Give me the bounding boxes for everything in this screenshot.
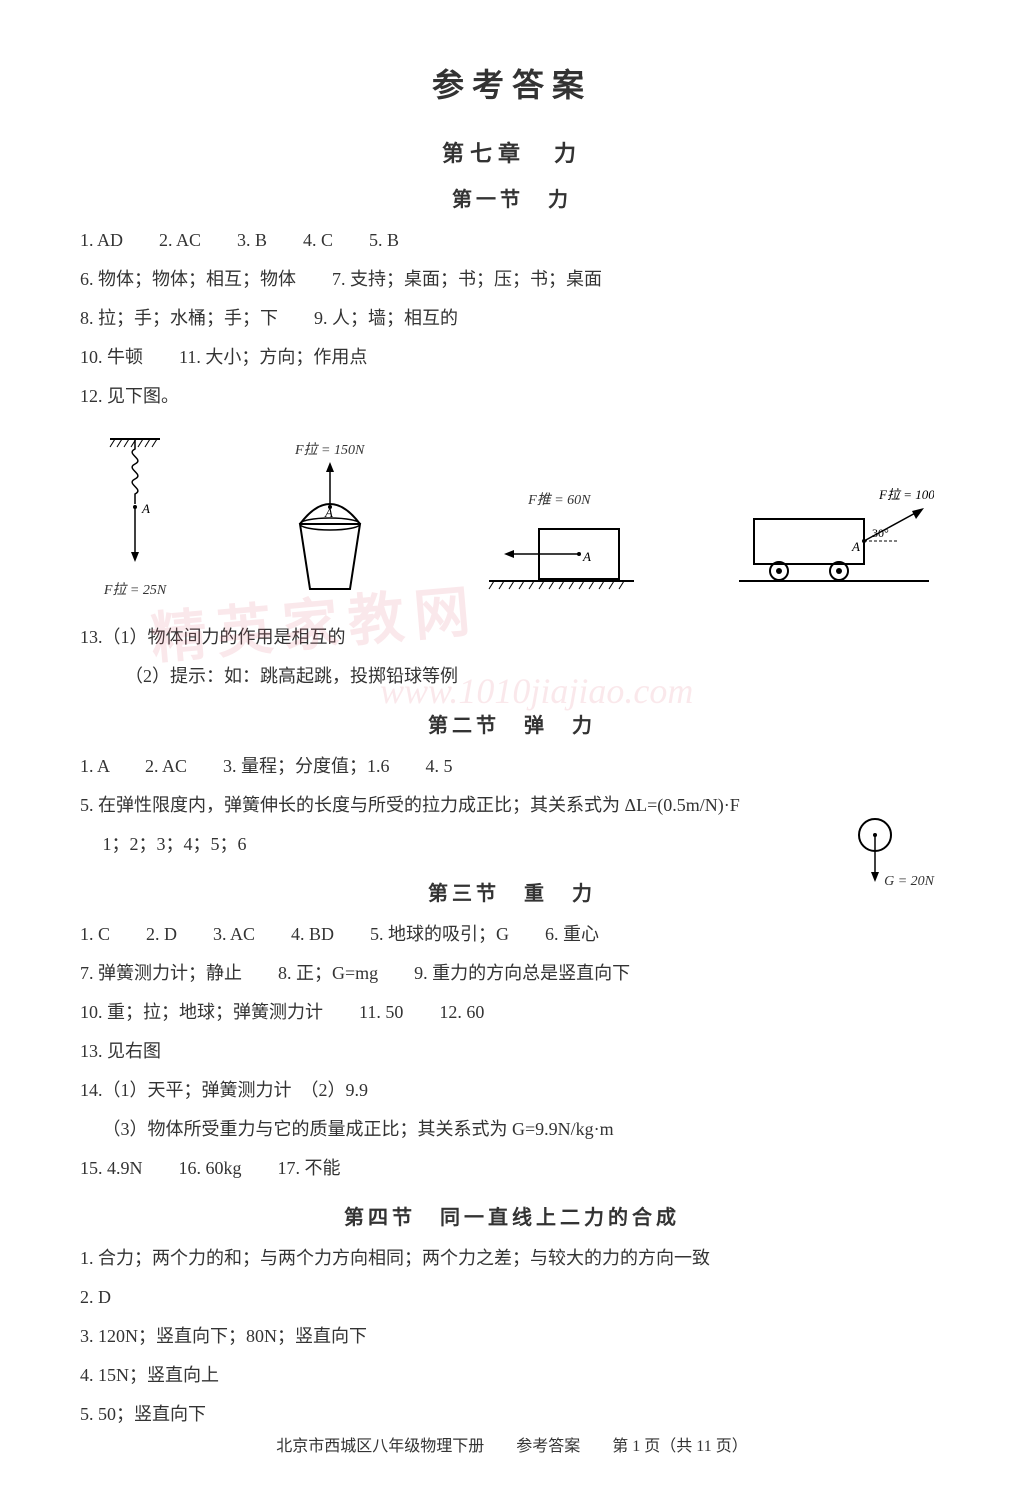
- answer-line: （2）提示：如：跳高起跳，投掷铅球等例: [125, 658, 944, 694]
- section-3-title: 第三节 重 力: [80, 877, 944, 906]
- answer-line: 13.（1）物体间力的作用是相互的: [80, 619, 944, 655]
- cart-svg: 30° A F拉 = 100N: [734, 469, 934, 599]
- answer-line: 1. AD 2. AC 3. B 4. C 5. B: [80, 222, 944, 258]
- answer-line: 2. D: [80, 1279, 944, 1315]
- diagram-ball: G = 20N: [850, 815, 934, 890]
- diagrams-row: A F拉 = 25N F拉 = 150N A F推 = 60N A: [80, 429, 944, 599]
- answer-line: 15. 4.9N 16. 60kg 17. 不能: [80, 1150, 944, 1186]
- answer-line: 5. 在弹性限度内，弹簧伸长的长度与所受的拉力成正比；其关系式为 ΔL=(0.5…: [80, 787, 944, 823]
- diagram-spring: A F拉 = 25N: [90, 429, 180, 599]
- ball-label: G = 20N: [884, 874, 934, 890]
- section-1-answers: 1. AD 2. AC 3. B 4. C 5. B 6. 物体；物体；相互；物…: [80, 222, 944, 414]
- answer-line: 13. 见右图: [80, 1033, 944, 1069]
- section-2-answers: 1. A 2. AC 3. 量程；分度值；1.6 4. 5 5. 在弹性限度内，…: [80, 748, 944, 862]
- spring-svg: A: [90, 429, 180, 579]
- answer-line: 1；2；3；4；5；6: [80, 826, 944, 862]
- answer-line: 1. C 2. D 3. AC 4. BD 5. 地球的吸引；G 6. 重心: [80, 916, 944, 952]
- diagram-bucket: F拉 = 150N A: [275, 439, 385, 599]
- bucket-svg: A: [275, 459, 385, 599]
- diagram-block: F推 = 60N A: [479, 489, 639, 599]
- section-1-q13: 13.（1）物体间力的作用是相互的 （2）提示：如：跳高起跳，投掷铅球等例: [80, 619, 944, 694]
- section-1-title: 第一节 力: [80, 183, 944, 212]
- section-4-title: 第四节 同一直线上二力的合成: [80, 1201, 944, 1230]
- main-title: 参考答案: [80, 60, 944, 106]
- answer-line: 14.（1）天平；弹簧测力计 （2）9.9: [80, 1072, 944, 1108]
- svg-text:F拉 = 100N: F拉 = 100N: [878, 487, 934, 502]
- answer-line: 12. 见下图。: [80, 378, 944, 414]
- section-2-title: 第二节 弹 力: [80, 709, 944, 738]
- answer-line: 7. 弹簧测力计；静止 8. 正；G=mg 9. 重力的方向总是竖直向下: [80, 955, 944, 991]
- section-3-answers: 1. C 2. D 3. AC 4. BD 5. 地球的吸引；G 6. 重心 7…: [80, 916, 944, 1186]
- block-svg: A: [479, 509, 639, 599]
- answer-line: 1. A 2. AC 3. 量程；分度值；1.6 4. 5: [80, 748, 944, 784]
- answer-line: （3）物体所受重力与它的质量成正比；其关系式为 G=9.9N/kg·m: [80, 1111, 944, 1147]
- section-4-answers: 1. 合力；两个力的和；与两个力方向相同；两个力之差；与较大的力的方向一致 2.…: [80, 1240, 944, 1432]
- chapter-title: 第七章 力: [80, 136, 944, 168]
- svg-text:A: A: [582, 549, 591, 564]
- answer-line: 10. 重；拉；地球；弹簧测力计 11. 50 12. 60: [80, 994, 944, 1030]
- diagram-cart: 30° A F拉 = 100N: [734, 469, 934, 599]
- spring-force-label: F拉 = 25N: [104, 579, 166, 599]
- answer-line: 5. 50；竖直向下: [80, 1396, 944, 1432]
- svg-text:30°: 30°: [872, 526, 889, 540]
- svg-text:A: A: [851, 539, 860, 554]
- block-force-label: F推 = 60N: [528, 489, 590, 509]
- answer-line: 10. 牛顿 11. 大小；方向；作用点: [80, 339, 944, 375]
- page-footer: 北京市西城区八年级物理下册 参考答案 第 1 页（共 11 页）: [0, 1432, 1024, 1456]
- bucket-top-label: F拉 = 150N: [295, 439, 364, 459]
- answer-line: 4. 15N；竖直向上: [80, 1357, 944, 1393]
- answer-line: 3. 120N；竖直向下；80N；竖直向下: [80, 1318, 944, 1354]
- answer-line: 6. 物体；物体；相互；物体 7. 支持；桌面；书；压；书；桌面: [80, 261, 944, 297]
- svg-text:A: A: [141, 501, 150, 516]
- answer-line: 8. 拉；手；水桶；手；下 9. 人；墙；相互的: [80, 300, 944, 336]
- answer-line: 1. 合力；两个力的和；与两个力方向相同；两个力之差；与较大的力的方向一致: [80, 1240, 944, 1276]
